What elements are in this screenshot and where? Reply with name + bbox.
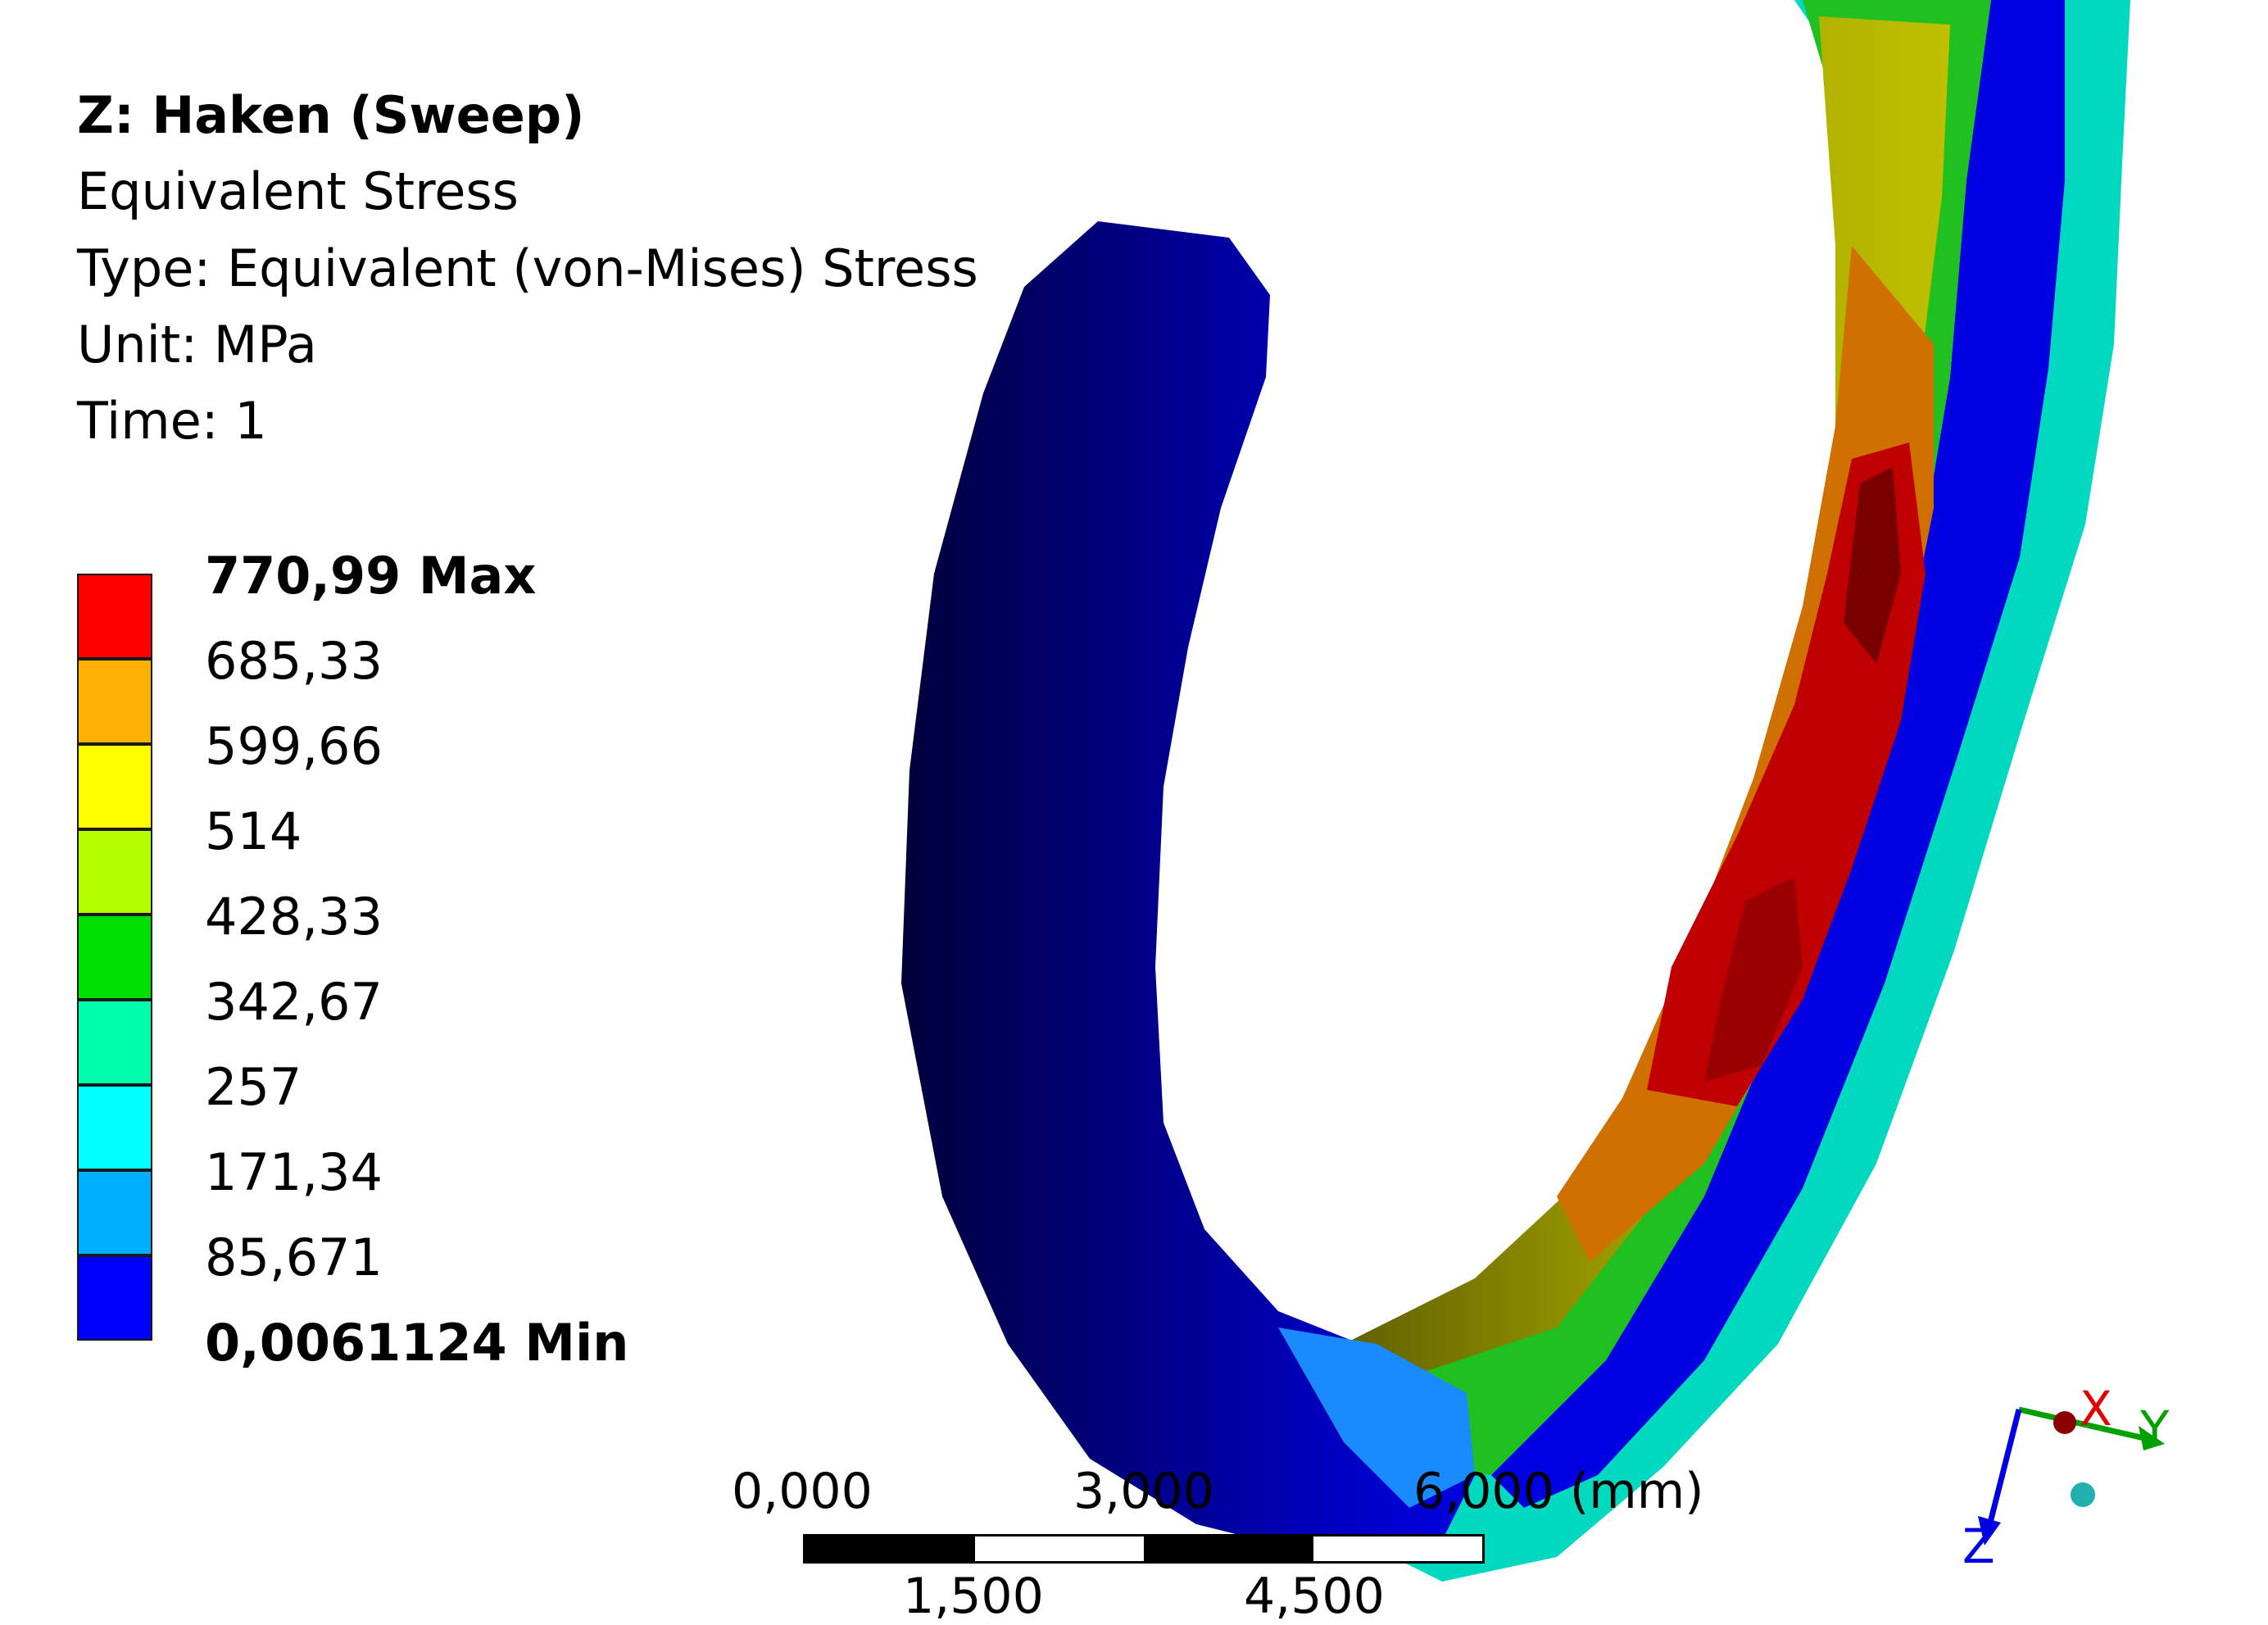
result-unit: Unit: MPa bbox=[77, 315, 317, 374]
hook-left-arm bbox=[901, 221, 1475, 1557]
legend-swatch bbox=[77, 1000, 152, 1085]
result-title: Z: Haken (Sweep) bbox=[77, 85, 585, 145]
band-blue-stripe bbox=[1491, 0, 2065, 1508]
scale-bar-segment bbox=[1313, 1536, 1482, 1561]
legend-swatch bbox=[77, 1255, 152, 1341]
legend-label: 85,671 bbox=[205, 1228, 383, 1287]
result-type: Type: Equivalent (von-Mises) Stress bbox=[77, 238, 978, 298]
scale-label-top: 3,000 bbox=[1073, 1463, 1214, 1520]
legend-label: 599,66 bbox=[205, 716, 383, 776]
scale-label-top: 0,000 bbox=[732, 1463, 873, 1520]
legend-label: 685,33 bbox=[205, 631, 383, 691]
z-axis-arrowhead bbox=[1978, 1516, 2001, 1546]
legend-swatch bbox=[77, 829, 152, 915]
legend-label: 171,34 bbox=[205, 1142, 383, 1202]
result-time: Time: 1 bbox=[77, 391, 267, 451]
scale-bar bbox=[803, 1534, 1485, 1564]
legend-label: 428,33 bbox=[205, 887, 383, 946]
legend-swatch bbox=[77, 1170, 152, 1255]
scale-bar-segment bbox=[974, 1536, 1144, 1561]
legend-label-min: 0,0061124 Min bbox=[205, 1313, 629, 1373]
scale-bar-segment bbox=[1144, 1536, 1313, 1561]
y-axis-arrowhead bbox=[2139, 1426, 2165, 1450]
hook-transition bbox=[1278, 1328, 1475, 1508]
legend-swatch bbox=[77, 744, 152, 829]
scale-label-bottom: 4,500 bbox=[1244, 1568, 1385, 1625]
triad-x-label: X bbox=[2080, 1381, 2112, 1437]
band-orange bbox=[1557, 246, 1934, 1262]
iso-view-ball[interactable] bbox=[2071, 1482, 2095, 1507]
band-red-lower bbox=[1704, 877, 1803, 1082]
result-name: Equivalent Stress bbox=[77, 161, 519, 221]
legend-label: 514 bbox=[205, 801, 302, 861]
legend-swatch bbox=[77, 915, 152, 1000]
triad-z-label: Z bbox=[1962, 1518, 1995, 1574]
z-axis-line bbox=[1984, 1409, 2022, 1533]
scale-label-bottom: 1,500 bbox=[903, 1568, 1044, 1625]
legend-swatch bbox=[77, 659, 152, 744]
legend-label: 257 bbox=[205, 1057, 302, 1117]
y-axis-line bbox=[2018, 1406, 2156, 1444]
legend-swatch bbox=[77, 1085, 152, 1170]
axis-triad[interactable] bbox=[1942, 1393, 2188, 1582]
legend-label-max: 770,99 Max bbox=[205, 546, 537, 606]
scale-label-top: 6,000 (mm) bbox=[1413, 1463, 1704, 1520]
scale-bar-segment bbox=[805, 1536, 975, 1561]
legend-label: 342,67 bbox=[205, 972, 383, 1032]
triad-y-label: Y bbox=[2140, 1400, 2170, 1456]
band-red-upper bbox=[1844, 467, 1901, 664]
legend-swatch bbox=[77, 574, 152, 659]
x-axis-point bbox=[2053, 1411, 2076, 1434]
